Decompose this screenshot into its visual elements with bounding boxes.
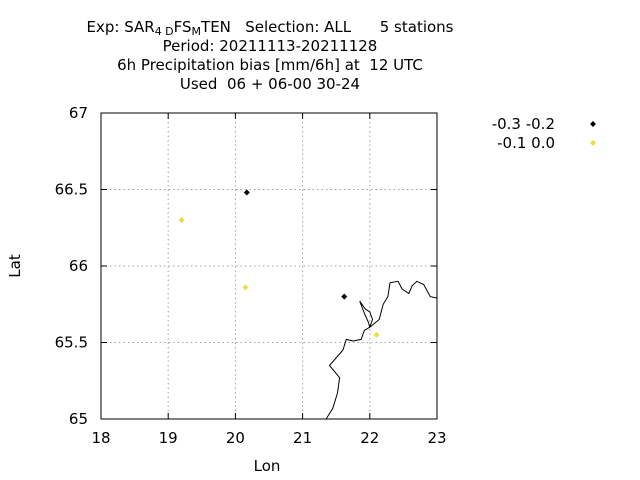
chart-title-line-4: Used 06 + 06-00 30-24 <box>179 75 361 93</box>
y-tick-label: 67 <box>69 104 88 122</box>
legend: -0.3 -0.2-0.1 0.0 <box>492 115 596 152</box>
y-tick-label: 66.5 <box>55 181 88 199</box>
chart-title-line-2: Period: 20211113-20211128 <box>162 37 378 55</box>
x-tick-label: 19 <box>159 429 178 447</box>
legend-entry-marker <box>590 140 596 146</box>
chart-title-line-1: Exp: SAR4 DFSMTEN Selection: ALL 5 stati… <box>86 18 454 38</box>
x-tick-label: 21 <box>293 429 312 447</box>
data-point <box>341 293 348 300</box>
chart-title-line-3: 6h Precipitation bias [mm/6h] at 12 UTC <box>117 56 423 74</box>
grid-lines <box>101 113 437 419</box>
data-point <box>242 284 249 291</box>
data-points <box>178 189 380 338</box>
coastline-segment <box>325 280 438 420</box>
x-axis-label: Lon <box>254 457 281 475</box>
data-point <box>178 217 185 224</box>
x-tick-label: 18 <box>91 429 110 447</box>
data-point <box>373 331 380 338</box>
x-tick-label: 20 <box>226 429 245 447</box>
legend-entry-label: -0.3 -0.2 <box>492 115 555 133</box>
y-tick-label: 65.5 <box>55 334 88 352</box>
y-tick-label: 66 <box>69 257 88 275</box>
legend-entry-label: -0.1 0.0 <box>497 134 555 152</box>
x-tick-label: 22 <box>360 429 379 447</box>
y-tick-label: 65 <box>69 410 88 428</box>
data-point <box>243 189 250 196</box>
coastline <box>325 280 438 420</box>
y-axis-label: Lat <box>6 254 24 278</box>
axis-ticks: 18 19 20 21 22 23 65 65.5 66 66.5 67 <box>55 104 447 447</box>
legend-entry-marker <box>590 121 596 127</box>
x-tick-label: 23 <box>427 429 446 447</box>
